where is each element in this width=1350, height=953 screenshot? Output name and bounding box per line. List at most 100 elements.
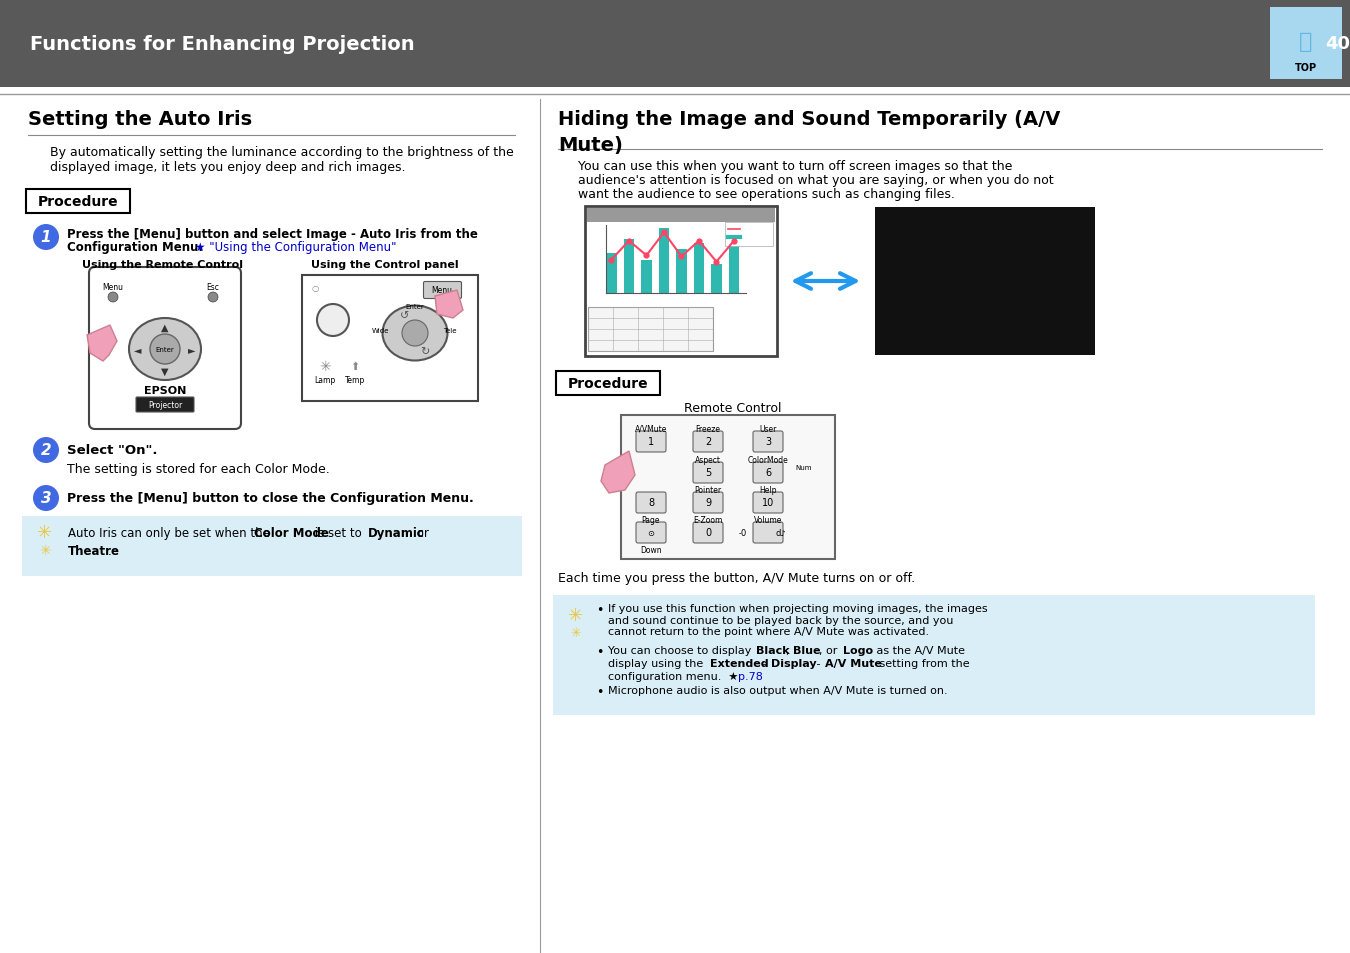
FancyBboxPatch shape — [636, 493, 666, 514]
Text: Logo: Logo — [842, 645, 873, 656]
FancyBboxPatch shape — [753, 462, 783, 483]
Polygon shape — [86, 326, 117, 361]
Text: Extended: Extended — [710, 659, 768, 668]
Ellipse shape — [130, 318, 201, 380]
Text: 3: 3 — [765, 437, 771, 447]
FancyBboxPatch shape — [636, 522, 666, 543]
Text: Black: Black — [756, 645, 790, 656]
Text: d♪: d♪ — [776, 529, 786, 537]
Polygon shape — [435, 291, 463, 318]
Circle shape — [32, 225, 59, 251]
Text: Esc: Esc — [207, 283, 220, 293]
Text: Blue: Blue — [792, 645, 821, 656]
Bar — [554, 596, 1315, 716]
Circle shape — [108, 293, 117, 303]
Text: Select "On".: Select "On". — [68, 443, 158, 456]
Bar — [875, 208, 1095, 355]
Text: 10: 10 — [761, 498, 774, 508]
FancyBboxPatch shape — [136, 397, 194, 413]
Point — [636, 249, 657, 264]
Text: Remote Control: Remote Control — [684, 401, 782, 415]
FancyBboxPatch shape — [753, 493, 783, 514]
Text: -0: -0 — [738, 529, 747, 537]
Text: Enter: Enter — [405, 304, 424, 310]
FancyBboxPatch shape — [693, 432, 724, 453]
Text: Each time you press the button, A/V Mute turns on or off.: Each time you press the button, A/V Mute… — [558, 572, 915, 584]
Text: display using the: display using the — [608, 659, 707, 668]
Text: Press the [Menu] button to close the Configuration Menu.: Press the [Menu] button to close the Con… — [68, 492, 474, 504]
Bar — [711, 264, 722, 294]
Bar — [694, 244, 705, 294]
Text: 6: 6 — [765, 468, 771, 478]
Text: You can choose to display: You can choose to display — [608, 645, 755, 656]
Text: -: - — [759, 659, 769, 668]
Text: ⊙: ⊙ — [648, 529, 655, 537]
Text: Setting the Auto Iris: Setting the Auto Iris — [28, 110, 252, 129]
FancyBboxPatch shape — [302, 275, 478, 401]
Text: is set to: is set to — [310, 526, 366, 539]
Text: ★ "Using the Configuration Menu": ★ "Using the Configuration Menu" — [194, 241, 397, 253]
Text: Functions for Enhancing Projection: Functions for Enhancing Projection — [30, 34, 414, 53]
Text: , or: , or — [819, 645, 841, 656]
Text: p.78: p.78 — [738, 671, 763, 681]
Point — [724, 233, 745, 249]
FancyBboxPatch shape — [693, 462, 724, 483]
Text: Hiding the Image and Sound Temporarily (A/V: Hiding the Image and Sound Temporarily (… — [558, 110, 1060, 129]
Text: 2: 2 — [705, 437, 711, 447]
Circle shape — [208, 293, 217, 303]
Text: Configuration Menu.: Configuration Menu. — [68, 241, 211, 253]
Text: Down: Down — [640, 545, 662, 555]
Text: ▼: ▼ — [161, 367, 169, 376]
Bar — [0, 0, 1350, 88]
Text: as the A/V Mute: as the A/V Mute — [873, 645, 965, 656]
Text: Mute): Mute) — [558, 136, 622, 154]
Text: ✳: ✳ — [39, 543, 51, 558]
FancyBboxPatch shape — [753, 432, 783, 453]
Text: Menu: Menu — [432, 286, 452, 295]
Bar — [589, 308, 713, 352]
Text: ColorMode: ColorMode — [748, 456, 788, 464]
FancyBboxPatch shape — [621, 416, 836, 559]
Text: 1: 1 — [648, 437, 653, 447]
FancyBboxPatch shape — [556, 372, 660, 395]
Text: •: • — [595, 603, 603, 617]
Circle shape — [32, 485, 59, 512]
Text: User: User — [759, 424, 776, 434]
Text: Temp: Temp — [344, 376, 364, 385]
Text: ✳: ✳ — [38, 523, 53, 541]
Circle shape — [150, 335, 180, 365]
Text: By automatically setting the luminance according to the brightness of the
displa: By automatically setting the luminance a… — [50, 146, 514, 173]
Text: 5: 5 — [705, 468, 711, 478]
Bar — [587, 209, 775, 223]
Bar — [624, 239, 634, 294]
Text: TOP: TOP — [1295, 63, 1318, 73]
Text: Using the Remote Control: Using the Remote Control — [81, 260, 243, 270]
Text: 8: 8 — [648, 498, 653, 508]
Circle shape — [317, 305, 350, 336]
Point — [653, 226, 675, 241]
Text: Procedure: Procedure — [38, 194, 119, 209]
Bar — [22, 517, 522, 577]
Text: ↻: ↻ — [420, 347, 429, 356]
Text: want the audience to see operations such as changing files.: want the audience to see operations such… — [578, 188, 954, 201]
Text: If you use this function when projecting moving images, the images
and sound con: If you use this function when projecting… — [608, 603, 988, 637]
FancyBboxPatch shape — [26, 190, 130, 213]
Text: Page: Page — [641, 516, 660, 524]
Text: Auto Iris can only be set when the: Auto Iris can only be set when the — [68, 526, 274, 539]
Text: The setting is stored for each Color Mode.: The setting is stored for each Color Mod… — [68, 462, 329, 476]
Text: Wide: Wide — [371, 328, 389, 334]
Circle shape — [402, 320, 428, 347]
FancyBboxPatch shape — [693, 522, 724, 543]
Text: Display: Display — [771, 659, 817, 668]
Text: Using the Control panel: Using the Control panel — [312, 260, 459, 270]
Text: Color Mode: Color Mode — [254, 526, 329, 539]
Text: ⏻: ⏻ — [329, 314, 336, 327]
FancyBboxPatch shape — [585, 207, 778, 356]
Point — [671, 250, 693, 265]
Text: 1: 1 — [40, 231, 51, 245]
Text: ►: ► — [188, 345, 196, 355]
Text: ,: , — [786, 645, 792, 656]
Text: setting from the: setting from the — [876, 659, 969, 668]
Point — [706, 254, 728, 270]
Text: ✳: ✳ — [571, 627, 582, 639]
